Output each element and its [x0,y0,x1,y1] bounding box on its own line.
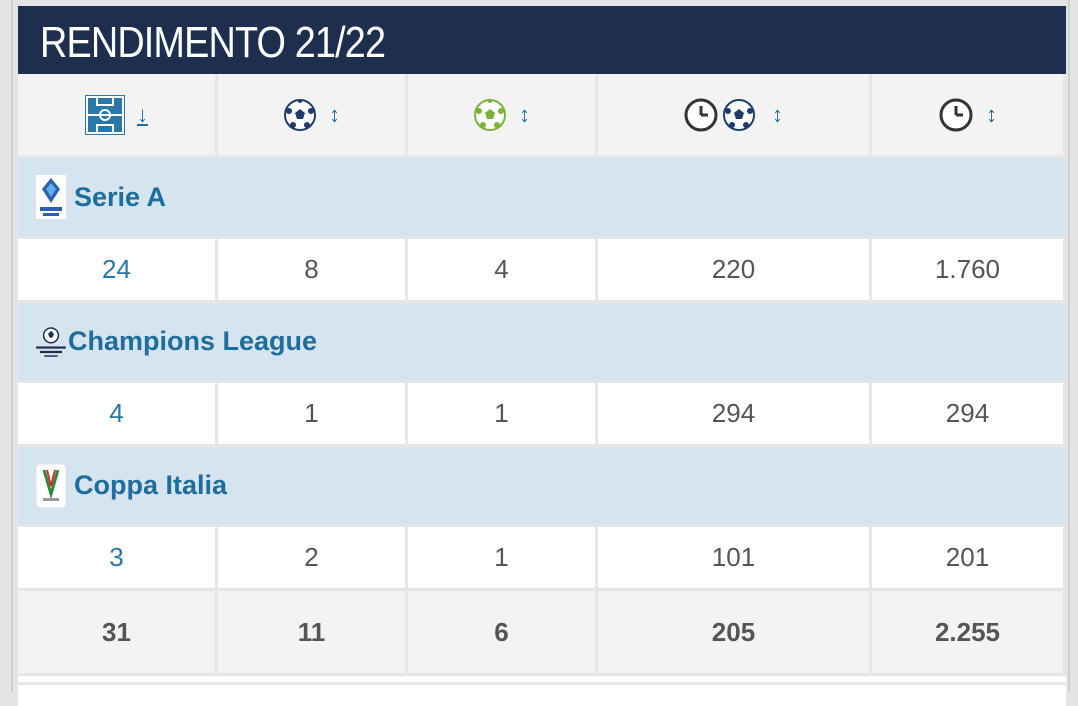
minutes-per-goal-value: 101 [598,527,872,591]
header-goals[interactable]: ↕ [218,74,408,158]
minutes-value: 1.760 [872,239,1066,303]
appearances-value[interactable]: 3 [18,527,218,591]
header-minutes-per-goal[interactable]: ↕ [598,74,872,158]
sort-both-icon[interactable]: ↕ [519,101,530,127]
sort-both-icon[interactable]: ↕ [772,101,783,127]
minutes-per-goal-value: 220 [598,239,872,303]
table-row-champions-league: 4 1 1 294 294 [18,383,1066,447]
appearances-value[interactable]: 4 [18,383,218,447]
minutes-per-goal-value: 294 [598,383,872,447]
assists-value: 1 [408,527,598,591]
competition-row-serie-a[interactable]: Serie A [18,158,1066,239]
pitch-appearances-icon [85,94,125,135]
green-ball-assists-icon [473,98,507,132]
performance-card: RENDIMENTO 21/22 ↓ [18,6,1066,706]
competition-name[interactable]: Champions League [68,326,318,356]
minutes-value: 294 [872,383,1066,447]
appearances-value[interactable]: 24 [18,239,218,303]
card-bottom-strip [18,682,1066,705]
total-minutes: 2.255 [872,591,1066,676]
goals-value: 2 [218,527,408,591]
sort-both-icon[interactable]: ↕ [986,101,997,127]
table-totals-row: 31 11 6 205 2.255 [18,591,1066,676]
table-header-row: ↓ ↕ [18,74,1066,158]
clock-ball-minutes-per-goal-icon [684,97,760,133]
table-row-coppa-italia: 3 2 1 101 201 [18,527,1066,591]
sort-down-icon[interactable]: ↓ [137,101,148,127]
header-appearances[interactable]: ↓ [18,74,218,158]
serie-a-logo [34,174,68,220]
card-title: RENDIMENTO 21/22 [40,18,386,67]
competition-row-coppa-italia[interactable]: Coppa Italia [18,447,1066,527]
total-assists: 6 [408,591,598,676]
card-title-bar: RENDIMENTO 21/22 [18,6,1066,74]
competition-name[interactable]: Serie A [74,181,167,212]
assists-value: 1 [408,383,598,447]
assists-value: 4 [408,239,598,303]
header-minutes[interactable]: ↕ [872,74,1066,158]
clock-minutes-icon [938,97,974,133]
competition-name[interactable]: Coppa Italia [74,470,228,500]
competition-row-champions-league[interactable]: Champions League [18,303,1066,383]
total-goals: 11 [218,591,408,676]
champions-league-logo [34,319,68,365]
header-assists[interactable]: ↕ [408,74,598,158]
left-edge-divider [11,0,13,692]
right-edge-divider [1068,0,1070,692]
goals-value: 1 [218,383,408,447]
goals-value: 8 [218,239,408,303]
ball-goals-icon [283,98,317,132]
coppa-italia-logo [34,463,68,509]
total-minutes-per-goal: 205 [598,591,872,676]
total-appearances: 31 [18,591,218,676]
minutes-value: 201 [872,527,1066,591]
table-row-serie-a: 24 8 4 220 1.760 [18,239,1066,303]
sort-both-icon[interactable]: ↕ [329,101,340,127]
